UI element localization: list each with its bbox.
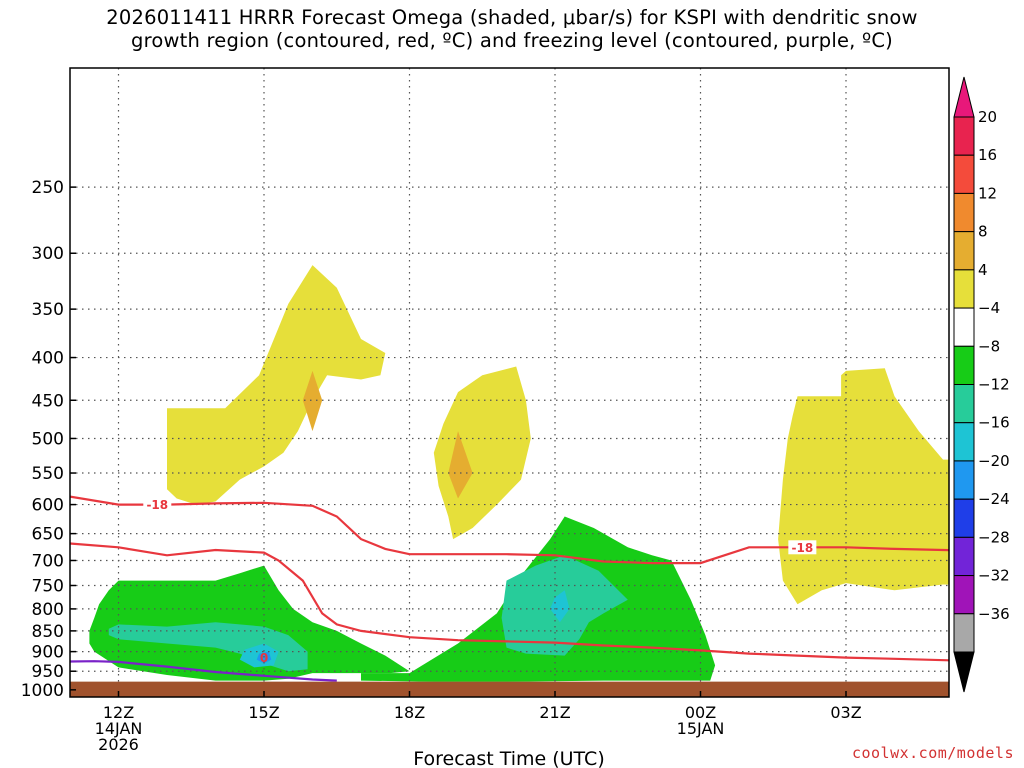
y-tick-label-950: 950 bbox=[32, 662, 64, 682]
colorbar-swatch-8 bbox=[953, 422, 975, 462]
colorbar-swatch-12 bbox=[953, 575, 975, 615]
colorbar-label-13: −36 bbox=[978, 605, 1010, 623]
freezing-level-contour bbox=[70, 660, 337, 682]
colorbar-label-10: −24 bbox=[978, 490, 1010, 508]
omega-region-4 bbox=[448, 431, 473, 499]
x-tick-label-24-0: 00Z bbox=[685, 703, 716, 722]
x-axis-title: Forecast Time (UTC) bbox=[413, 748, 604, 768]
contour-labels: -18 -18 0 bbox=[143, 497, 817, 665]
colorbar-swatch-3 bbox=[953, 231, 975, 271]
dgz-contour-1 bbox=[70, 542, 949, 662]
contour-label-bg-1 bbox=[788, 540, 817, 555]
colorbar-label-8: −16 bbox=[978, 414, 1010, 432]
y-tick-label-450: 450 bbox=[32, 391, 64, 411]
contour-label-1: -18 bbox=[792, 541, 814, 555]
colorbar-max-arrow bbox=[953, 76, 975, 118]
x-tick-label-27-0: 03Z bbox=[830, 703, 861, 722]
colorbar-swatch-11 bbox=[953, 536, 975, 577]
omega-region-1 bbox=[433, 366, 531, 540]
chart-title: 2026011411 HRRR Forecast Omega (shaded, … bbox=[0, 6, 1024, 52]
y-tick-label-600: 600 bbox=[32, 496, 64, 516]
omega-region-11 bbox=[256, 651, 272, 664]
y-tick-label-650: 650 bbox=[32, 525, 64, 545]
colorbar-label-2: 12 bbox=[978, 184, 997, 202]
colorbar: 20 16 12 8 4 −4 −8 −12 −16 −20 −24 −28 −32 −36 bbox=[953, 76, 1010, 693]
colorbar-label-5: −4 bbox=[978, 299, 1000, 317]
x-tick-label-18-0: 18Z bbox=[394, 703, 425, 722]
omega-region-0 bbox=[167, 265, 386, 505]
colorbar-label-0: 20 bbox=[978, 108, 997, 126]
dgz-contour-0 bbox=[70, 495, 949, 565]
x-tick-label-12-2: 2026 bbox=[98, 735, 139, 754]
y-tick-label-800: 800 bbox=[32, 600, 64, 620]
colorbar-label-7: −12 bbox=[978, 376, 1010, 394]
x-tick-label-21-0: 21Z bbox=[539, 703, 570, 722]
contour-label-bg-0 bbox=[143, 497, 172, 512]
omega-region-3 bbox=[302, 370, 323, 432]
colorbar-swatch-4 bbox=[953, 269, 975, 309]
contour-lines bbox=[70, 495, 949, 682]
colorbar-swatch-10 bbox=[953, 498, 975, 538]
colorbar-label-1: 16 bbox=[978, 146, 997, 164]
y-tick-label-850: 850 bbox=[32, 622, 64, 642]
omega-region-2 bbox=[778, 368, 949, 605]
x-tick-label-12-1: 14JAN bbox=[95, 719, 143, 738]
colorbar-swatch-6 bbox=[953, 345, 975, 385]
colorbar-label-12: −32 bbox=[978, 567, 1010, 585]
contour-label-2: 0 bbox=[260, 651, 268, 665]
watermark: coolwx.com/models bbox=[851, 744, 1014, 762]
colorbar-label-6: −8 bbox=[978, 337, 1000, 355]
plot-frame bbox=[69, 67, 950, 698]
chart-title-line-2: growth region (contoured, red, ºC) and f… bbox=[131, 29, 893, 52]
colorbar-label-3: 8 bbox=[978, 223, 988, 241]
y-tick-label-350: 350 bbox=[32, 300, 64, 320]
y-tick-label-300: 300 bbox=[32, 244, 64, 264]
colorbar-swatch-7 bbox=[953, 384, 975, 424]
colorbar-swatch-13 bbox=[953, 613, 975, 653]
colorbar-label-9: −20 bbox=[978, 452, 1010, 470]
y-tick-label-700: 700 bbox=[32, 551, 64, 571]
y-tick-label-250: 250 bbox=[32, 178, 64, 198]
contour-label-0: -18 bbox=[146, 498, 168, 512]
x-tick-label-12-0: 12Z bbox=[103, 703, 134, 722]
omega-shaded-regions bbox=[89, 265, 949, 682]
x-tick-label-15-0: 15Z bbox=[248, 703, 279, 722]
y-tick-label-1000: 1000 bbox=[21, 681, 64, 701]
colorbar-swatch-1 bbox=[953, 154, 975, 194]
y-axis: 2503003504004505005506006507007508008509… bbox=[21, 178, 76, 701]
colorbar-label-11: −28 bbox=[978, 528, 1010, 546]
colorbar-swatch-0 bbox=[953, 116, 975, 156]
y-tick-label-900: 900 bbox=[32, 643, 64, 663]
colorbar-swatch-5 bbox=[953, 307, 975, 347]
y-tick-label-750: 750 bbox=[32, 577, 64, 597]
chart-title-line-1: 2026011411 HRRR Forecast Omega (shaded, … bbox=[106, 6, 918, 29]
x-tick-label-24-1: 15JAN bbox=[677, 719, 725, 738]
surface-band bbox=[70, 681, 949, 697]
colorbar-min-arrow bbox=[953, 651, 975, 693]
colorbar-swatch-2 bbox=[953, 192, 975, 233]
colorbar-label-4: 4 bbox=[978, 261, 988, 279]
y-tick-label-400: 400 bbox=[32, 349, 64, 369]
surface-terrain bbox=[70, 681, 949, 697]
colorbar-swatch-9 bbox=[953, 460, 975, 500]
y-tick-label-500: 500 bbox=[32, 429, 64, 449]
y-tick-label-550: 550 bbox=[32, 464, 64, 484]
